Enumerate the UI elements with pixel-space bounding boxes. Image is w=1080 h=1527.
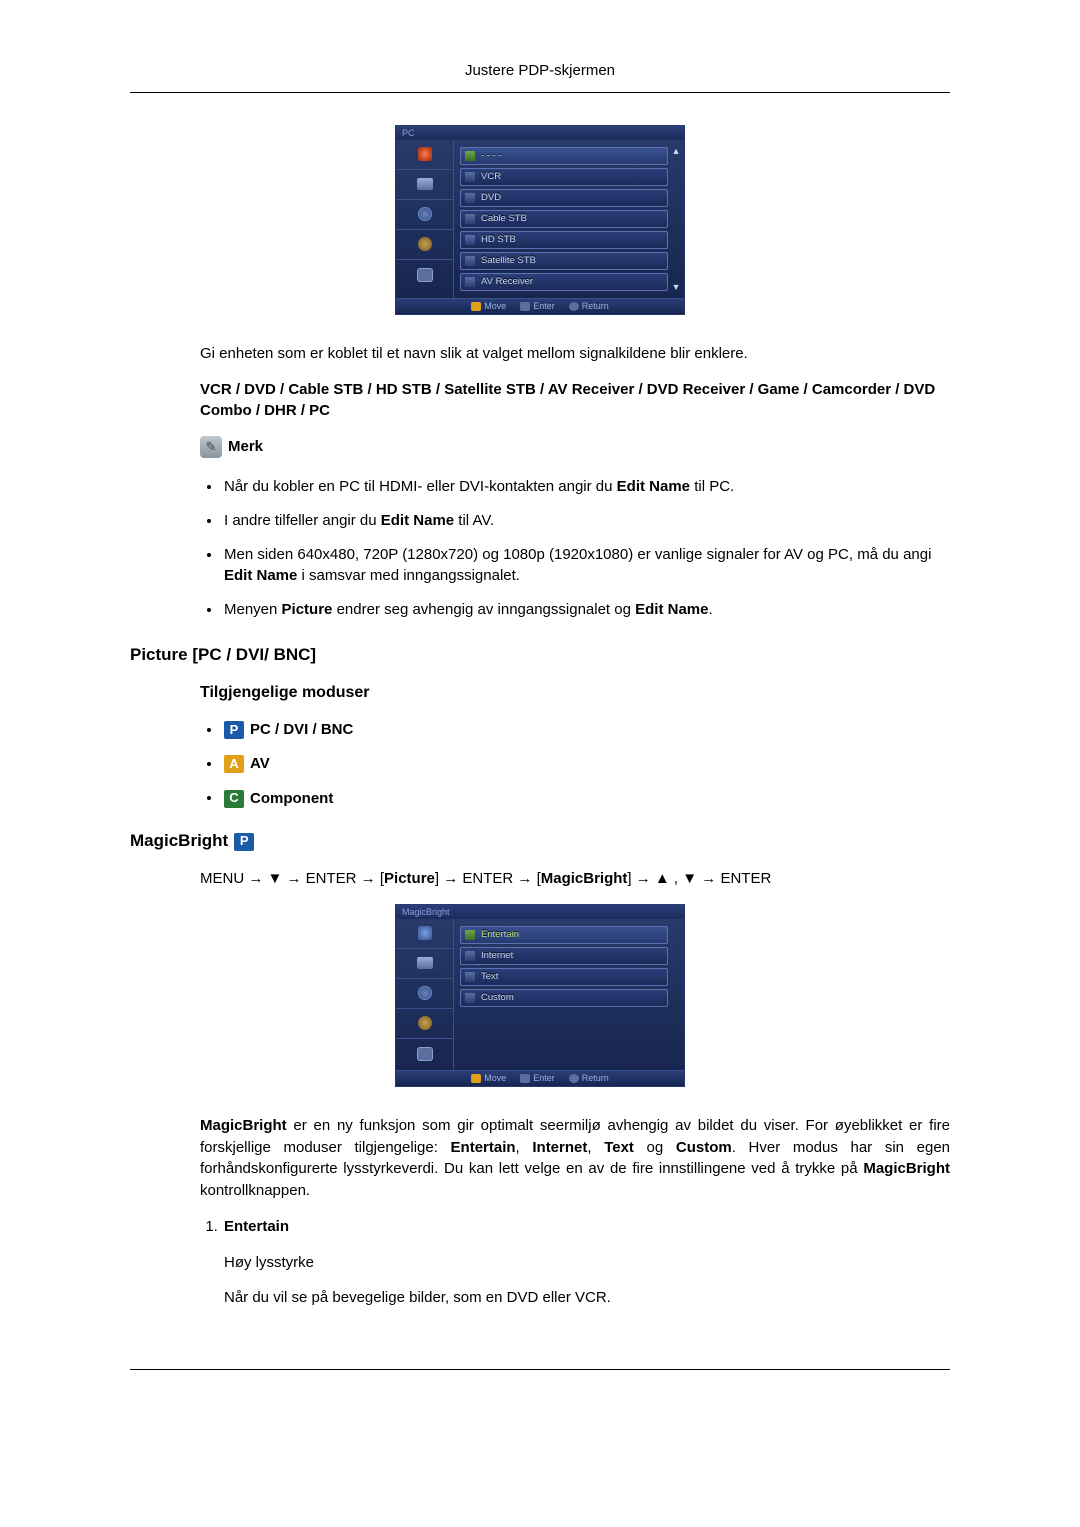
badge-p-icon: P bbox=[234, 833, 254, 851]
setup-icon bbox=[396, 230, 453, 260]
check-icon bbox=[465, 193, 475, 203]
page-title: Justere PDP-skjermen bbox=[130, 60, 950, 82]
osd-item[interactable]: Internet bbox=[460, 947, 668, 965]
check-icon bbox=[465, 214, 475, 224]
footer-return: Return bbox=[569, 300, 609, 313]
footer-move: Move bbox=[471, 1072, 506, 1085]
bullet-item: I andre tilfeller angir du Edit Name til… bbox=[222, 510, 950, 532]
sound-icon bbox=[396, 979, 453, 1009]
divider bbox=[130, 92, 950, 93]
mode-av: AAV bbox=[224, 753, 270, 775]
multi-icon bbox=[396, 1039, 453, 1069]
scroll-up-icon[interactable]: ▲ bbox=[671, 146, 681, 156]
osd-tab: PC bbox=[396, 126, 684, 140]
intro-paragraph: Gi enheten som er koblet til et navn sli… bbox=[200, 343, 950, 365]
badge-a-icon: A bbox=[224, 755, 244, 773]
osd-item[interactable]: VCR bbox=[460, 168, 668, 186]
osd-sidebar bbox=[396, 919, 454, 1070]
section-magicbright-heading: MagicBright P bbox=[130, 829, 950, 854]
osd-list: ▲ - - - - VCR DVD Cable STB HD STB Satel… bbox=[454, 140, 684, 298]
entertain-title: Entertain bbox=[224, 1218, 289, 1235]
check-icon bbox=[465, 277, 475, 287]
osd-item[interactable]: Satellite STB bbox=[460, 252, 668, 270]
entertain-list: Entertain Høy lysstyrke Når du vil se på… bbox=[200, 1216, 950, 1309]
osd-sidebar bbox=[396, 140, 454, 298]
input-icon bbox=[396, 140, 453, 170]
footer-enter: Enter bbox=[520, 1072, 555, 1085]
badge-p-icon: P bbox=[224, 721, 244, 739]
check-icon bbox=[465, 151, 475, 161]
entertain-line1: Høy lysstyrke bbox=[224, 1252, 950, 1274]
note-icon: ✎ bbox=[200, 436, 222, 458]
mode-pc: PPC / DVI / BNC bbox=[224, 719, 353, 741]
note-bullet-list: Når du kobler en PC til HDMI- eller DVI-… bbox=[200, 476, 950, 621]
footer-return: Return bbox=[569, 1072, 609, 1085]
section-picture-heading: Picture [PC / DVI/ BNC] bbox=[130, 643, 950, 668]
divider bbox=[130, 1369, 950, 1370]
check-icon bbox=[465, 256, 475, 266]
osd-list: Entertain Internet Text Custom bbox=[454, 919, 684, 1070]
menu-path: MENU → ▼ → ENTER → [Picture] → ENTER → [… bbox=[200, 868, 950, 890]
osd-menu-edit-name: PC ▲ - - - - VCR DVD Cable STB HD STB Sa… bbox=[395, 125, 685, 315]
bullet-item: Men siden 640x480, 720P (1280x720) og 10… bbox=[222, 544, 950, 588]
entertain-line2: Når du vil se på bevegelige bilder, som … bbox=[224, 1287, 950, 1309]
check-icon bbox=[465, 993, 475, 1003]
check-icon bbox=[465, 951, 475, 961]
input-icon bbox=[396, 919, 453, 949]
multi-icon bbox=[396, 260, 453, 290]
badge-c-icon: C bbox=[224, 790, 244, 808]
picture-icon bbox=[396, 949, 453, 979]
mode-list: PPC / DVI / BNC AAV CComponent bbox=[200, 719, 950, 810]
bullet-item: Når du kobler en PC til HDMI- eller DVI-… bbox=[222, 476, 950, 498]
picture-icon bbox=[396, 170, 453, 200]
osd-item[interactable]: Text bbox=[460, 968, 668, 986]
osd-item[interactable]: Entertain bbox=[460, 926, 668, 944]
osd-menu-magicbright: MagicBright Entertain Internet Text Cust… bbox=[395, 904, 685, 1087]
magicbright-paragraph: MagicBright er en ny funksjon som gir op… bbox=[200, 1115, 950, 1202]
device-list: VCR / DVD / Cable STB / HD STB / Satelli… bbox=[200, 379, 950, 423]
osd-item[interactable]: AV Receiver bbox=[460, 273, 668, 291]
check-icon bbox=[465, 235, 475, 245]
bullet-item: Menyen Picture endrer seg avhengig av in… bbox=[222, 599, 950, 621]
sound-icon bbox=[396, 200, 453, 230]
osd-item[interactable]: Cable STB bbox=[460, 210, 668, 228]
osd-tab: MagicBright bbox=[396, 905, 684, 919]
osd-item[interactable]: DVD bbox=[460, 189, 668, 207]
check-icon bbox=[465, 930, 475, 940]
osd-item[interactable]: Custom bbox=[460, 989, 668, 1007]
subsection-modes-heading: Tilgjengelige moduser bbox=[200, 681, 950, 704]
osd-item[interactable]: - - - - bbox=[460, 147, 668, 165]
note-label: Merk bbox=[228, 436, 263, 458]
setup-icon bbox=[396, 1009, 453, 1039]
check-icon bbox=[465, 172, 475, 182]
mode-component: CComponent bbox=[224, 788, 333, 810]
footer-enter: Enter bbox=[520, 300, 555, 313]
osd-item[interactable]: HD STB bbox=[460, 231, 668, 249]
footer-move: Move bbox=[471, 300, 506, 313]
osd-footer: Move Enter Return bbox=[396, 298, 684, 314]
scroll-down-icon[interactable]: ▼ bbox=[671, 282, 681, 292]
check-icon bbox=[465, 972, 475, 982]
osd-footer: Move Enter Return bbox=[396, 1070, 684, 1086]
